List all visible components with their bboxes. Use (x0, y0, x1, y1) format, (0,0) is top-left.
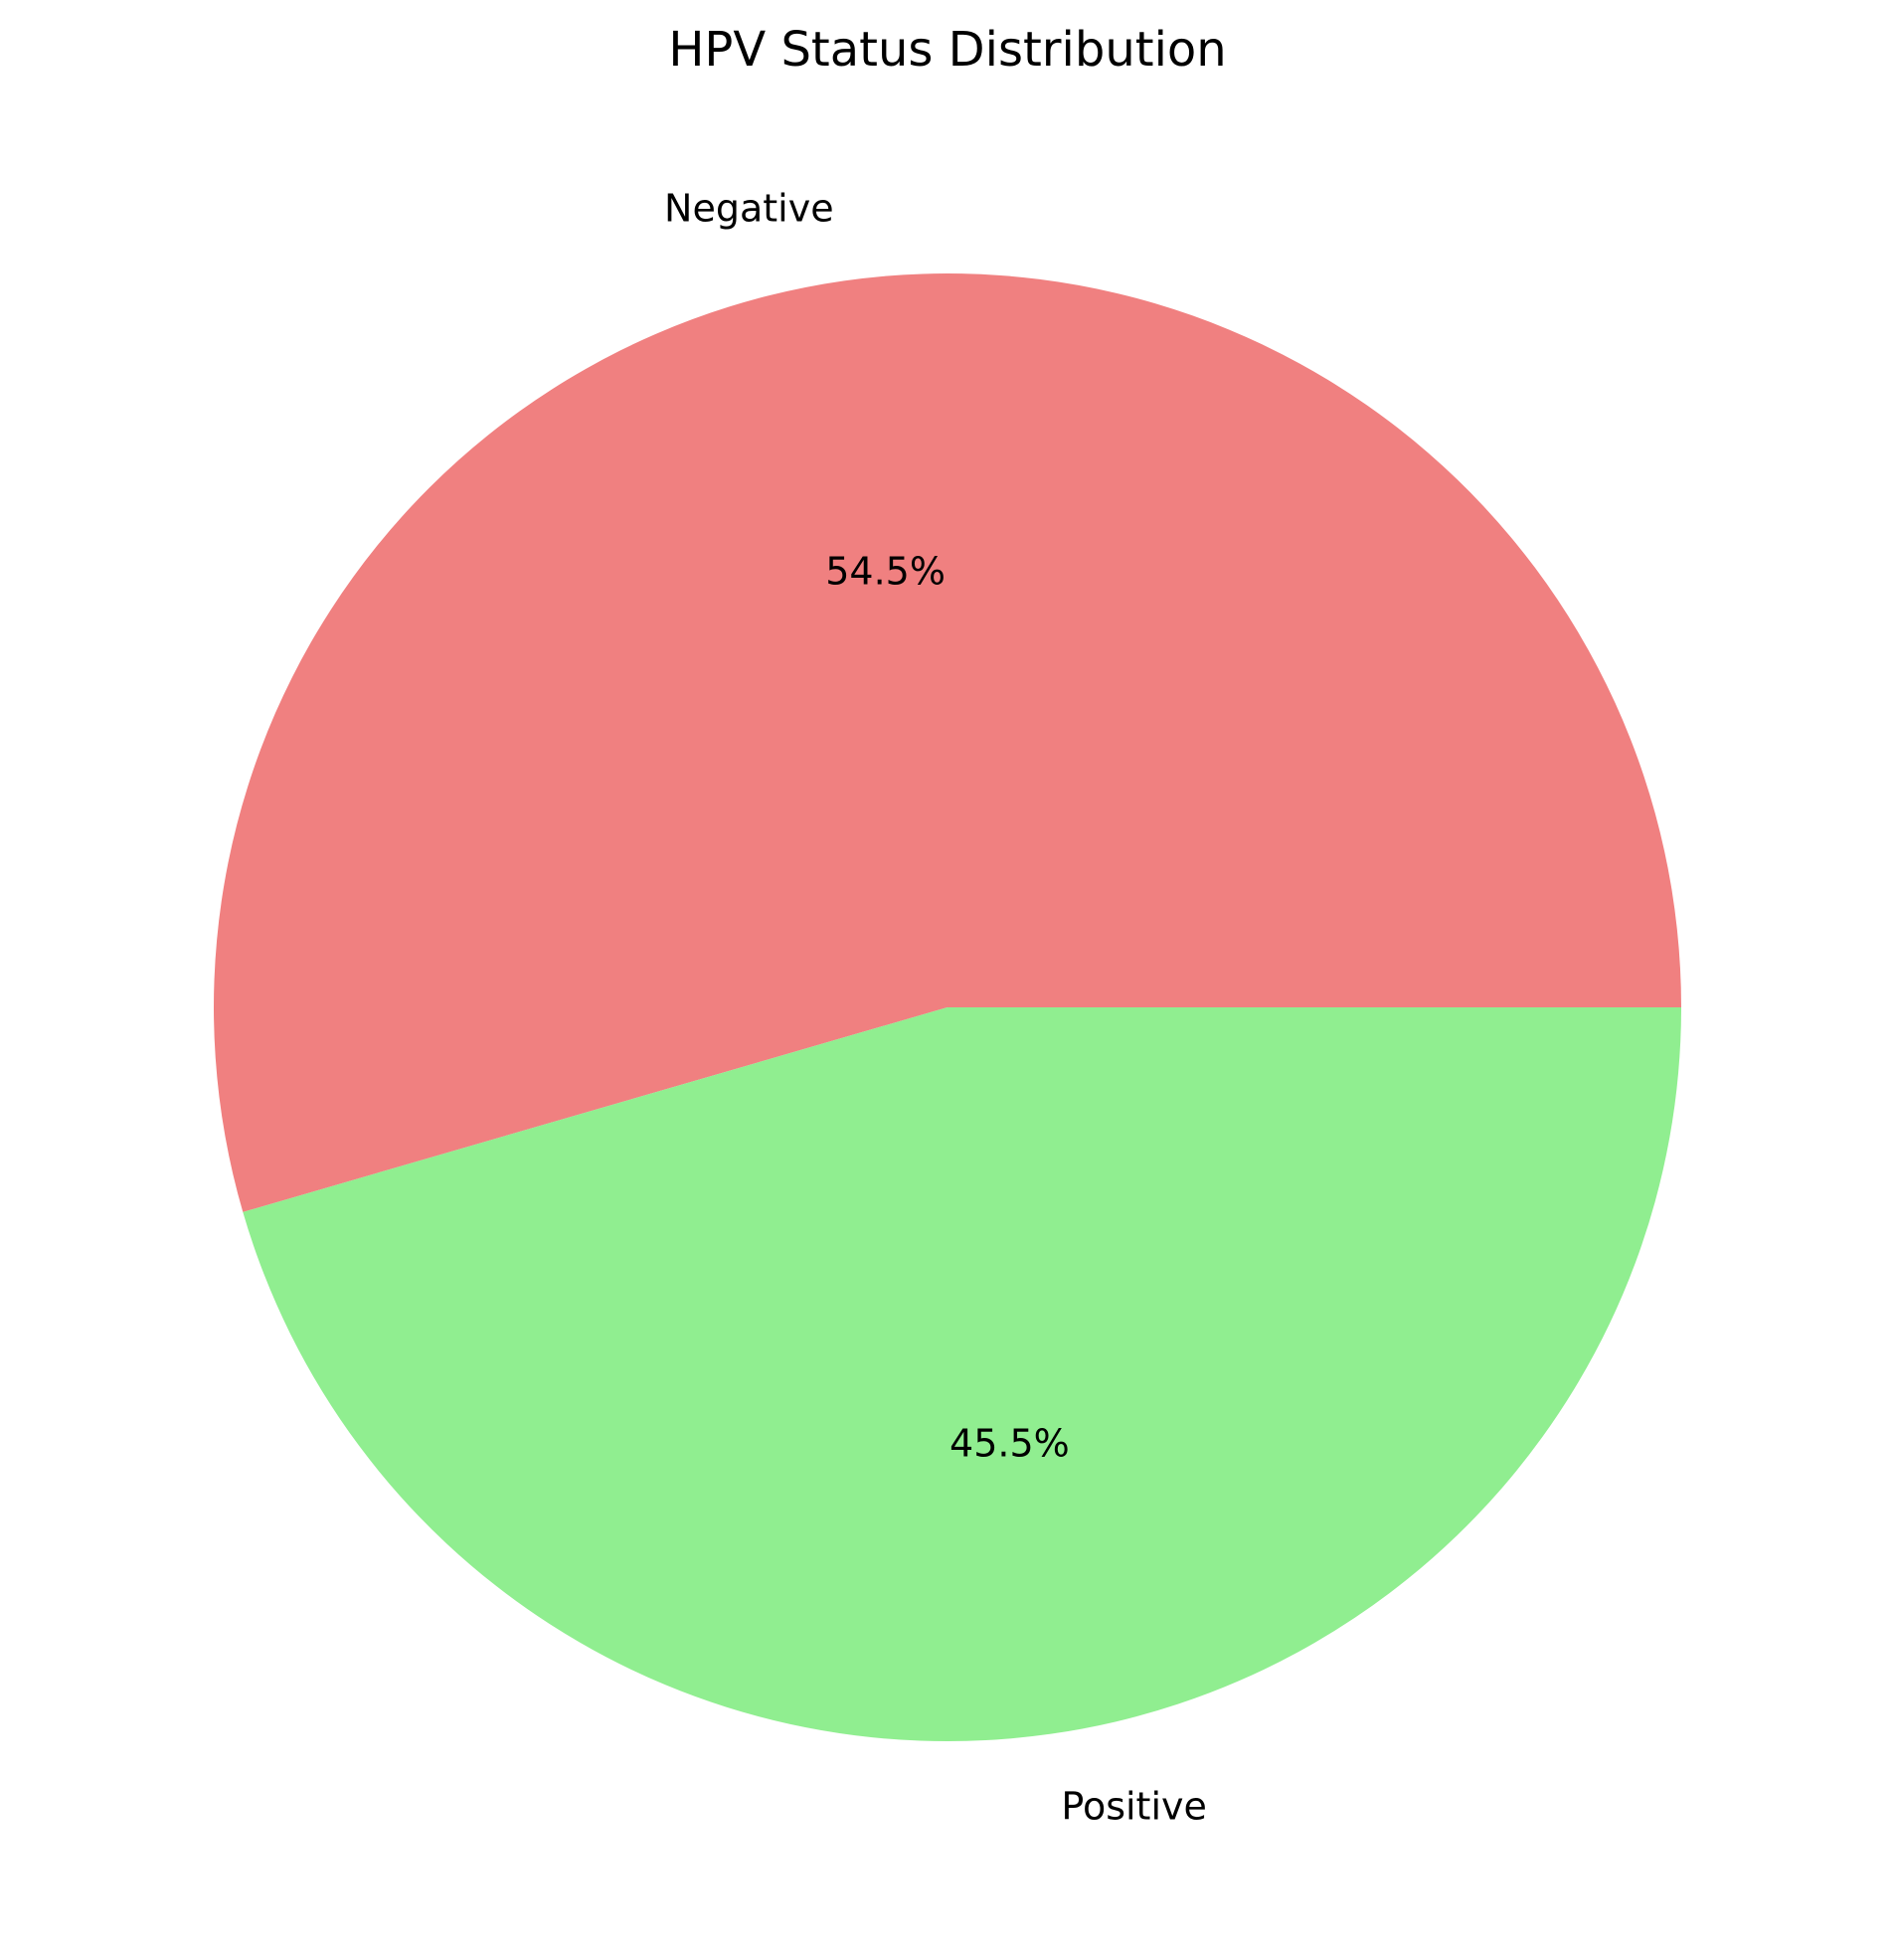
slice-label-negative: Negative (664, 186, 834, 230)
pie-slices (213, 273, 1681, 1742)
pie-slice-negative (213, 273, 1681, 1212)
slice-percent-negative: 54.5% (825, 550, 946, 594)
slice-percent-positive: 45.5% (949, 1421, 1070, 1465)
slice-label-positive: Positive (1061, 1785, 1207, 1829)
chart-title: HPV Status Distribution (668, 22, 1226, 78)
pie-slice-positive (243, 1007, 1681, 1742)
pie-labels: Negative 54.5% Positive 45.5% (664, 186, 1207, 1828)
